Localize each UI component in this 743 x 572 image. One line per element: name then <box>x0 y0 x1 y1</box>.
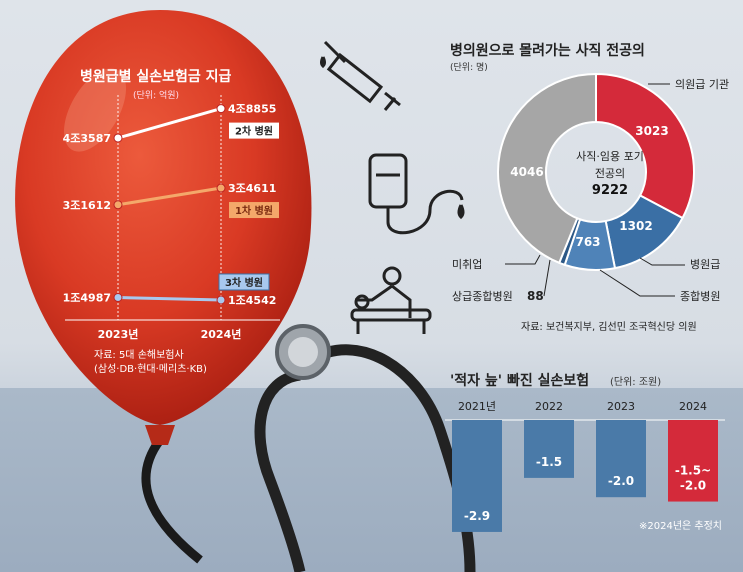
donut-title: 병의원으로 몰려가는 사직 전공의 <box>450 43 645 59</box>
line-chart-unit: (단위: 억원) <box>133 91 180 101</box>
series-line <box>117 107 222 140</box>
bar <box>452 420 502 532</box>
slice-value-label: 1302 <box>619 219 652 233</box>
data-point <box>216 104 226 114</box>
data-label: 4조3587 <box>63 132 111 145</box>
slice-value-label: 4046 <box>510 165 543 179</box>
series-name-label: 2차 병원 <box>235 125 273 138</box>
data-point <box>113 133 123 143</box>
slice-category-label: 병원급 <box>690 258 720 271</box>
slice-value-label: 763 <box>575 235 600 249</box>
bar-category-label: 2024 <box>679 400 707 413</box>
line-chart-source: 자료: 5대 손해보험사 <box>94 350 184 361</box>
data-label: 3조1612 <box>63 199 111 212</box>
donut-slice <box>497 72 597 265</box>
slice-category-label: 미취업 <box>452 258 482 271</box>
slice-category-label: 상급종합병원 <box>452 290 513 303</box>
slice-category-label: 의원급 기관 <box>675 78 729 91</box>
balloon-icon <box>15 10 312 445</box>
series-name-label: 1차 병원 <box>235 204 273 217</box>
donut-center-label-1: 사직·임용 포기 <box>576 150 644 163</box>
donut-center-total: 9222 <box>591 183 629 198</box>
donut-slice <box>595 72 695 220</box>
bar-category-label: 2021년 <box>458 400 496 413</box>
donut-unit: (단위: 명) <box>450 63 488 73</box>
slice-value-label: 88 <box>527 289 544 303</box>
bar-note: ※2024년은 추정치 <box>639 521 723 532</box>
bar <box>524 420 574 478</box>
data-label: 1조4987 <box>63 291 111 304</box>
tube-icon <box>141 437 203 564</box>
bar-value-label: -2.0 <box>680 479 706 493</box>
series-line <box>117 295 222 302</box>
series-tag-box <box>218 273 270 291</box>
data-point <box>216 295 226 305</box>
line-series-group: 2023년 2024년 4조3587 4조8855 2차 병원 3조1612 3조4611 1… <box>63 95 280 341</box>
series-line <box>117 186 222 207</box>
leader-line <box>543 259 551 297</box>
series-tag-box <box>229 122 279 139</box>
data-point <box>216 183 226 193</box>
leader-line <box>505 254 541 265</box>
bar-unit: (단위: 조원) <box>610 377 662 388</box>
massage-icon <box>350 266 432 334</box>
line-chart-title: 병원급별 실손보험금 지급 <box>80 69 232 85</box>
bar-value-label: -2.0 <box>608 474 634 488</box>
bar-title: '적자 늪' 빠진 실손보험 <box>450 373 590 389</box>
iv-bag-icon <box>368 153 465 235</box>
data-label: 3조4611 <box>228 182 276 195</box>
donut-source: 자료: 보건복지부, 김선민 조국혁신당 의원 <box>521 322 697 333</box>
data-label: 1조4542 <box>228 294 276 307</box>
bar-value-label: -1.5 <box>536 455 562 469</box>
bar-value-label: -2.9 <box>464 509 490 523</box>
leader-line <box>639 257 685 266</box>
slice-value-label: 3023 <box>635 124 668 138</box>
leader-line <box>599 269 675 297</box>
data-point <box>113 200 123 210</box>
line-chart: 2023년 2024년 4조3587 4조8855 2차 병원 3조1612 3조4611 1… <box>63 95 280 341</box>
x-tick-label: 2024년 <box>201 327 242 341</box>
donut-center-label-2: 전공의 <box>594 167 626 180</box>
data-point <box>113 292 123 302</box>
line-chart-source-2: (삼성·DB·현대·메리츠·KB) <box>94 364 207 375</box>
bar-category-label: 2022 <box>535 400 563 413</box>
series-tag-box <box>229 202 279 219</box>
data-label: 4조8855 <box>228 103 276 116</box>
x-tick-label: 2023년 <box>98 327 139 341</box>
syringe-icon <box>320 40 401 111</box>
slice-category-label: 종합병원 <box>680 290 720 303</box>
bar-value-label: -1.5~ <box>675 464 711 478</box>
bar-category-label: 2023 <box>607 400 635 413</box>
bar <box>596 420 646 498</box>
series-name-label: 3차 병원 <box>225 276 263 289</box>
bar <box>668 420 718 502</box>
